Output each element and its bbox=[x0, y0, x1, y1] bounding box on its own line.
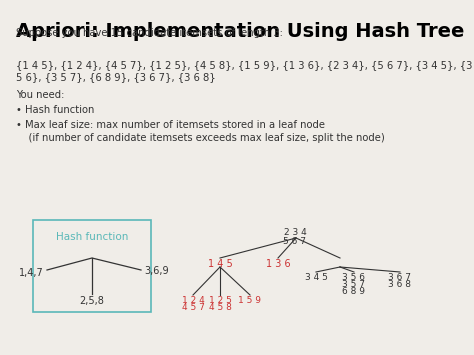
Text: 6 8 9: 6 8 9 bbox=[343, 287, 365, 296]
Text: Suppose you have 15 candidate itemsets of length 3:: Suppose you have 15 candidate itemsets o… bbox=[16, 28, 283, 38]
Text: 1 3 6: 1 3 6 bbox=[266, 259, 290, 269]
Text: Hash function: Hash function bbox=[56, 232, 128, 242]
Text: 1,4,7: 1,4,7 bbox=[19, 268, 44, 278]
Text: 1 2 4: 1 2 4 bbox=[182, 296, 204, 305]
Text: 4 5 7: 4 5 7 bbox=[182, 303, 204, 312]
Text: • Max leaf size: max number of itemsets stored in a leaf node: • Max leaf size: max number of itemsets … bbox=[16, 120, 325, 130]
Text: 1 4 5: 1 4 5 bbox=[208, 259, 232, 269]
Text: 3 6 7: 3 6 7 bbox=[389, 273, 411, 282]
Text: 1 5 9: 1 5 9 bbox=[238, 296, 262, 305]
Text: 3 4 5: 3 4 5 bbox=[305, 273, 328, 282]
Text: 5 6}, {3 5 7}, {6 8 9}, {3 6 7}, {3 6 8}: 5 6}, {3 5 7}, {6 8 9}, {3 6 7}, {3 6 8} bbox=[16, 72, 216, 82]
Text: (if number of candidate itemsets exceeds max leaf size, split the node): (if number of candidate itemsets exceeds… bbox=[16, 133, 385, 143]
Text: 3 6 8: 3 6 8 bbox=[389, 280, 411, 289]
Text: Apriori: Implementation Using Hash Tree: Apriori: Implementation Using Hash Tree bbox=[16, 22, 465, 41]
Text: {1 4 5}, {1 2 4}, {4 5 7}, {1 2 5}, {4 5 8}, {1 5 9}, {1 3 6}, {2 3 4}, {5 6 7},: {1 4 5}, {1 2 4}, {4 5 7}, {1 2 5}, {4 5… bbox=[16, 60, 473, 70]
Text: 2 3 4: 2 3 4 bbox=[283, 228, 306, 237]
Text: 3 5 6: 3 5 6 bbox=[343, 273, 365, 282]
Text: 3 5 7: 3 5 7 bbox=[343, 280, 365, 289]
Text: 1 2 5: 1 2 5 bbox=[209, 296, 231, 305]
Text: 3,6,9: 3,6,9 bbox=[144, 266, 169, 276]
Text: • Hash function: • Hash function bbox=[16, 105, 94, 115]
Text: 4 5 8: 4 5 8 bbox=[209, 303, 231, 312]
FancyBboxPatch shape bbox=[33, 220, 151, 312]
Text: 2,5,8: 2,5,8 bbox=[80, 296, 104, 306]
Text: 5 6 7: 5 6 7 bbox=[283, 237, 307, 246]
Text: You need:: You need: bbox=[16, 90, 64, 100]
